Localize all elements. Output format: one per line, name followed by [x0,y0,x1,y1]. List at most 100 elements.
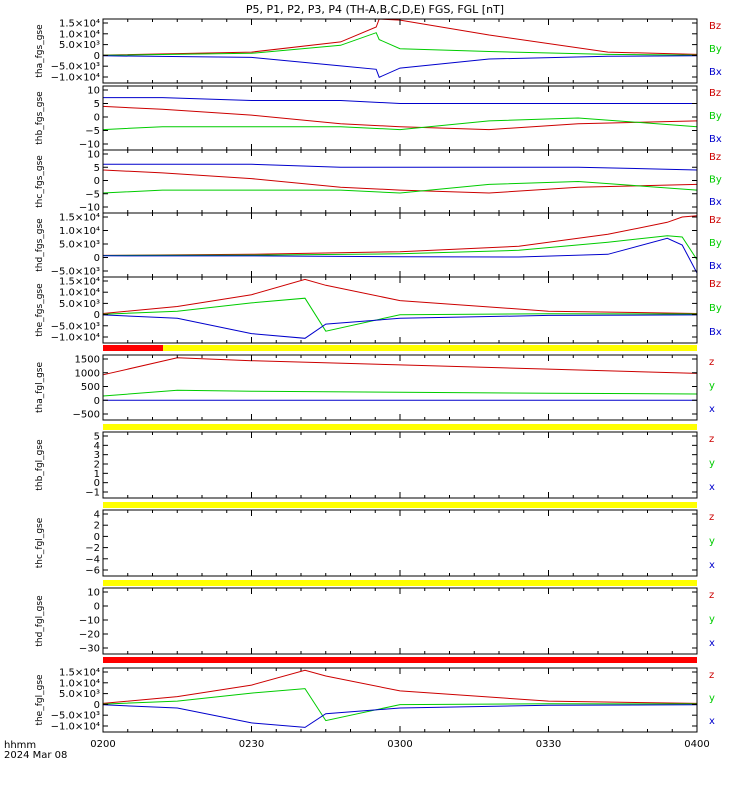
y-axis-label: the_fgl_gse [35,674,45,726]
series-y-line [102,688,698,722]
legend-y: y [709,693,715,704]
series-Bz-line [102,105,698,131]
y-tick-label: 500 [81,382,100,393]
legend-y: y [709,458,715,469]
panel-tha_fgl_gse: 1500 1000 500 0 −500 tha_fgl_gse z y x [35,354,715,421]
legend-By: By [709,238,722,249]
y-tick-label: 4 [94,441,100,452]
legend-Bz: Bz [709,152,721,163]
y-tick-label: 2 [94,460,100,471]
y-tick-label: 1500 [75,355,100,366]
series-Bx-line [103,163,698,171]
y-tick-label: 1.0×10⁴ [59,678,100,689]
y-axis-label: tha_fgl_gse [35,362,45,414]
y-tick-label: 0 [94,51,100,62]
legend-x: x [709,404,715,415]
state-bar-0-0 [103,345,163,351]
y-tick-label: 0 [94,532,100,543]
y-axis-label: thd_fgs_gse [35,218,45,272]
y-tick-label: 1.5×10⁴ [59,19,100,30]
legend-Bz: Bz [709,215,721,226]
y-axis-label: thb_fgs_gse [35,91,45,145]
series-z-line [102,357,698,376]
y-tick-label: 10 [87,588,100,599]
y-tick-label: 1.5×10⁴ [59,213,100,224]
y-tick-label: 2 [94,521,100,532]
legend-By: By [709,303,722,314]
legend-y: y [709,381,715,392]
series-Bz-line [102,278,698,314]
legend-Bx: Bx [709,327,722,338]
y-tick-label: 0 [94,602,100,613]
legend-z: z [709,512,714,523]
y-tick-label: −5 [85,126,100,137]
y-tick-label: 5 [94,432,100,443]
y-tick-label: 10 [87,150,100,161]
y-tick-label: −500 [73,410,100,421]
y-tick-label: 5.0×10³ [59,689,100,700]
legend-y: y [709,614,715,625]
y-tick-label: 1.0×10⁴ [59,226,100,237]
x-unit-label: hhmm [4,740,36,751]
y-tick-label: 5 [94,163,100,174]
y-tick-label: −5.0×10³ [51,321,100,332]
y-tick-label: 0 [94,253,100,264]
panel-thc_fgs_gse: 10 5 0 −5 −10 thc_fgs_gse Bz By Bx [35,149,722,214]
legend-y: y [709,536,715,547]
state-bar-4-0 [103,657,697,663]
y-tick-label: −5.0×10³ [51,62,100,73]
legend-z: z [709,357,714,368]
x-date-label: 2024 Mar 08 [4,750,67,761]
y-tick-label: 3 [94,450,100,461]
y-tick-label: −1.0×10⁴ [51,333,100,344]
series-Bx-line [102,237,698,274]
state-bar-2-0 [103,502,697,508]
y-tick-label: 4 [94,510,100,521]
y-tick-label: −10 [79,203,100,214]
y-tick-label: −6 [85,566,100,577]
legend-Bx: Bx [709,197,722,208]
series-z-line [102,669,698,704]
y-tick-label: 0 [94,478,100,489]
series-By-line [102,180,698,194]
y-tick-label: 5.0×10³ [59,240,100,251]
legend-By: By [709,44,722,55]
legend-Bz: Bz [709,279,721,290]
panel-stack: 1.5×10⁴1.0×10⁴5.0×10³0−5.0×10³−1.0×10⁴th… [35,18,722,750]
series-Bx-line [102,55,698,78]
legend-x: x [709,560,715,571]
legend-Bz: Bz [709,88,721,99]
y-tick-label: −20 [79,630,100,641]
y-tick-label: 0 [94,113,100,124]
state-bar-1-0 [103,424,697,430]
plot-title: P5, P1, P2, P3, P4 (TH-A,B,C,D,E) FGS, F… [246,3,504,16]
panel-frame [102,149,698,214]
legend-Bx: Bx [709,67,722,78]
y-tick-label: −1.0×10⁴ [51,73,100,84]
legend-x: x [709,482,715,493]
x-tick-label: 0330 [536,739,561,750]
y-tick-label: 1.5×10⁴ [59,277,100,288]
panel-frame [102,212,698,278]
series-Bx-line [103,97,697,104]
y-tick-label: 1 [94,469,100,480]
panel-frame [102,85,698,151]
y-tick-label: 1.0×10⁴ [59,288,100,299]
state-bar-3-0 [103,580,697,586]
x-tick-label: 0400 [684,739,709,750]
series-Bx-line [102,314,698,339]
series-By-line [102,117,698,131]
y-axis-label: thc_fgs_gse [35,155,45,208]
y-tick-label: −30 [79,644,100,655]
y-tick-label: 1.0×10⁴ [59,29,100,40]
y-tick-label: −5 [85,189,100,200]
legend-Bz: Bz [709,21,721,32]
series-By-line [102,32,698,56]
panel-frame [102,431,698,499]
y-tick-label: 1000 [75,368,100,379]
